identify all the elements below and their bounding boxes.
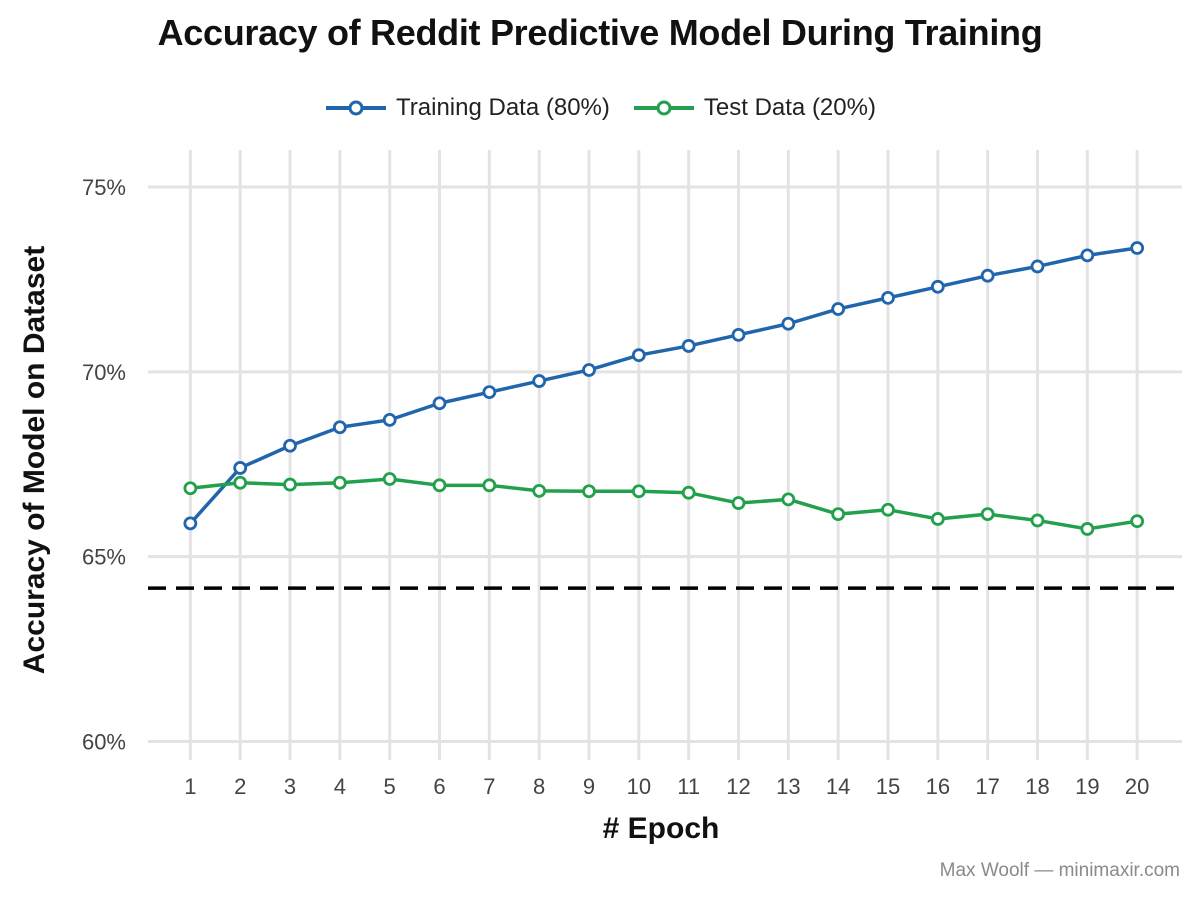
legend-swatch-training bbox=[326, 100, 387, 116]
x-tick-label: 11 bbox=[677, 774, 700, 799]
series-line-training bbox=[189, 246, 1138, 525]
data-point-training bbox=[283, 438, 297, 453]
x-tick-label: 3 bbox=[284, 774, 296, 799]
data-point-training bbox=[980, 268, 995, 283]
y-tick-label: 65% bbox=[82, 545, 126, 570]
y-axis-title: Accuracy of Model on Dataset bbox=[18, 246, 51, 674]
data-point-training bbox=[382, 412, 397, 427]
x-tick-label: 12 bbox=[726, 774, 750, 799]
data-point-test bbox=[631, 484, 646, 499]
data-point-test bbox=[1130, 514, 1145, 529]
data-point-test bbox=[831, 507, 846, 522]
x-tick-label: 2 bbox=[234, 774, 246, 799]
x-tick-label: 19 bbox=[1075, 774, 1099, 799]
data-point-training bbox=[582, 363, 596, 377]
data-point-test bbox=[183, 481, 198, 496]
data-point-training bbox=[233, 461, 248, 475]
x-tick-label: 8 bbox=[533, 774, 545, 799]
x-tick-label: 15 bbox=[876, 774, 900, 799]
data-point-test bbox=[1030, 513, 1045, 528]
x-tick-label: 9 bbox=[583, 774, 595, 799]
data-point-test bbox=[731, 496, 746, 510]
data-point-test bbox=[781, 492, 796, 507]
legend: Training Data (80%) Test Data (20%) bbox=[0, 88, 1200, 128]
x-tick-label: 20 bbox=[1125, 774, 1149, 799]
data-point-test bbox=[881, 502, 895, 517]
data-point-test bbox=[532, 483, 547, 498]
data-point-training bbox=[432, 396, 447, 411]
x-tick-label: 16 bbox=[926, 774, 950, 799]
data-point-training bbox=[831, 302, 846, 316]
legend-item-test: Test Data (20%) bbox=[632, 94, 876, 122]
y-tick-label: 70% bbox=[82, 360, 126, 385]
data-point-training bbox=[1030, 259, 1045, 274]
data-point-training bbox=[482, 385, 497, 400]
y-tick-label: 60% bbox=[82, 730, 126, 755]
data-point-test bbox=[432, 478, 447, 493]
data-point-test bbox=[382, 472, 397, 486]
data-point-training bbox=[731, 327, 746, 342]
x-tick-label: 13 bbox=[776, 774, 800, 799]
data-point-training bbox=[183, 516, 198, 531]
legend-item-training: Training Data (80%) bbox=[324, 94, 610, 122]
data-point-training bbox=[532, 374, 547, 388]
chart-title: Accuracy of Reddit Predictive Model Duri… bbox=[157, 12, 1043, 53]
data-point-training bbox=[681, 339, 696, 353]
x-tick-label: 14 bbox=[826, 774, 850, 799]
x-tick-label: 18 bbox=[1025, 774, 1049, 799]
x-tick-label: 1 bbox=[184, 774, 196, 799]
x-tick-label: 10 bbox=[627, 774, 651, 799]
data-point-training bbox=[881, 290, 895, 305]
x-tick-label: 6 bbox=[433, 774, 445, 799]
data-point-training bbox=[631, 348, 646, 363]
y-tick-label: 75% bbox=[82, 175, 126, 200]
x-tick-label: 5 bbox=[384, 774, 396, 799]
data-point-training bbox=[1130, 241, 1145, 255]
data-point-test bbox=[980, 507, 995, 522]
data-point-training bbox=[332, 420, 347, 435]
data-point-test bbox=[930, 512, 945, 526]
data-point-training bbox=[930, 279, 945, 294]
data-point-training bbox=[1080, 248, 1095, 263]
x-tick-label: 17 bbox=[975, 774, 999, 799]
data-point-test bbox=[283, 477, 297, 492]
x-tick-label: 7 bbox=[483, 774, 495, 799]
x-axis-title: # Epoch bbox=[603, 812, 720, 845]
data-point-test bbox=[582, 484, 596, 499]
data-point-test bbox=[332, 475, 347, 490]
data-point-test bbox=[681, 485, 696, 500]
legend-label-test: Test Data (20%) bbox=[703, 94, 876, 121]
data-point-test bbox=[482, 478, 497, 493]
data-point-training bbox=[781, 316, 796, 331]
x-tick-label: 4 bbox=[334, 774, 346, 799]
legend-label-training: Training Data (80%) bbox=[396, 94, 610, 121]
data-point-test bbox=[1080, 522, 1095, 536]
data-point-test bbox=[233, 475, 248, 490]
series-line-test bbox=[190, 477, 1138, 531]
legend-swatch-test bbox=[633, 100, 694, 116]
credit-text: Max Woolf — minimaxir.com bbox=[939, 860, 1180, 881]
